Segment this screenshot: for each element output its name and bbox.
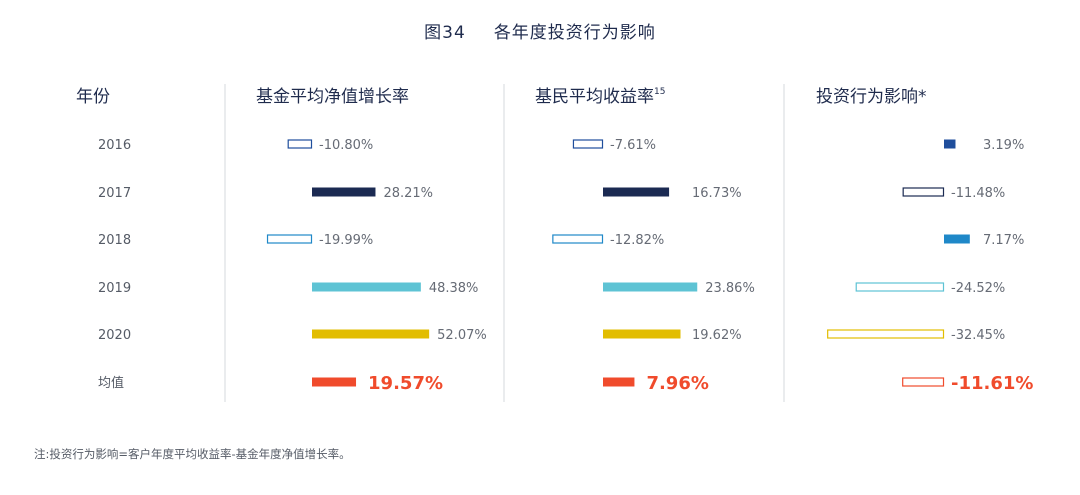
- footnote: 注:投资行为影响=客户年度平均收益率-基金年度净值增长率。: [34, 447, 351, 461]
- bar: [855, 282, 945, 292]
- value-label: -11.61%: [951, 373, 1033, 394]
- category-label: 2016: [98, 138, 131, 153]
- bar: [603, 377, 635, 387]
- bar: [944, 139, 956, 149]
- value-label: -11.48%: [951, 186, 1005, 201]
- bar: [603, 187, 670, 197]
- series-header: 投资行为影响*: [816, 87, 927, 107]
- value-label: -19.99%: [319, 233, 373, 248]
- bar: [266, 234, 313, 244]
- value-label: 19.62%: [692, 328, 742, 343]
- value-label: -32.45%: [951, 328, 1005, 343]
- series-header: 基金平均净值增长率: [256, 87, 409, 107]
- category-label: 均值: [98, 375, 124, 391]
- row-header: 年份: [76, 87, 110, 107]
- value-label: 23.86%: [705, 281, 755, 296]
- category-label: 2017: [98, 186, 131, 201]
- value-label: 3.19%: [983, 138, 1024, 153]
- chart-title-text: 各年度投资行为影响: [493, 23, 656, 43]
- bar: [902, 377, 945, 387]
- bar: [312, 282, 421, 292]
- value-label: -24.52%: [951, 281, 1005, 296]
- value-label: 7.96%: [646, 373, 708, 394]
- bar: [312, 377, 357, 387]
- value-label: 19.57%: [368, 373, 443, 394]
- value-label: 28.21%: [383, 186, 433, 201]
- bar: [312, 329, 430, 339]
- category-label: 2018: [98, 233, 131, 248]
- bar: [603, 282, 698, 292]
- bar-table-chart: 年份 2016 2017 2018 2019 2020 均值 基金平均净值增长率 -10.80%…: [76, 84, 1033, 402]
- bar: [603, 329, 681, 339]
- bar: [572, 139, 604, 149]
- bar: [902, 187, 945, 197]
- series-header: 基民平均收益率15: [535, 87, 665, 107]
- value-label: 16.73%: [692, 186, 742, 201]
- chart-number: 图34: [424, 23, 466, 43]
- bar: [827, 329, 945, 339]
- bar: [287, 139, 313, 149]
- value-label: 48.38%: [429, 281, 479, 296]
- value-label: 52.07%: [437, 328, 487, 343]
- category-label: 2019: [98, 281, 131, 296]
- bar: [312, 187, 376, 197]
- bar: [944, 234, 970, 244]
- value-label: -12.82%: [610, 233, 664, 248]
- value-label: -10.80%: [319, 138, 373, 153]
- chart-title: 图34 各年度投资行为影响: [0, 18, 1080, 43]
- value-label: 7.17%: [983, 233, 1024, 248]
- category-label: 2020: [98, 328, 131, 343]
- value-label: -7.61%: [610, 138, 656, 153]
- bar: [552, 234, 604, 244]
